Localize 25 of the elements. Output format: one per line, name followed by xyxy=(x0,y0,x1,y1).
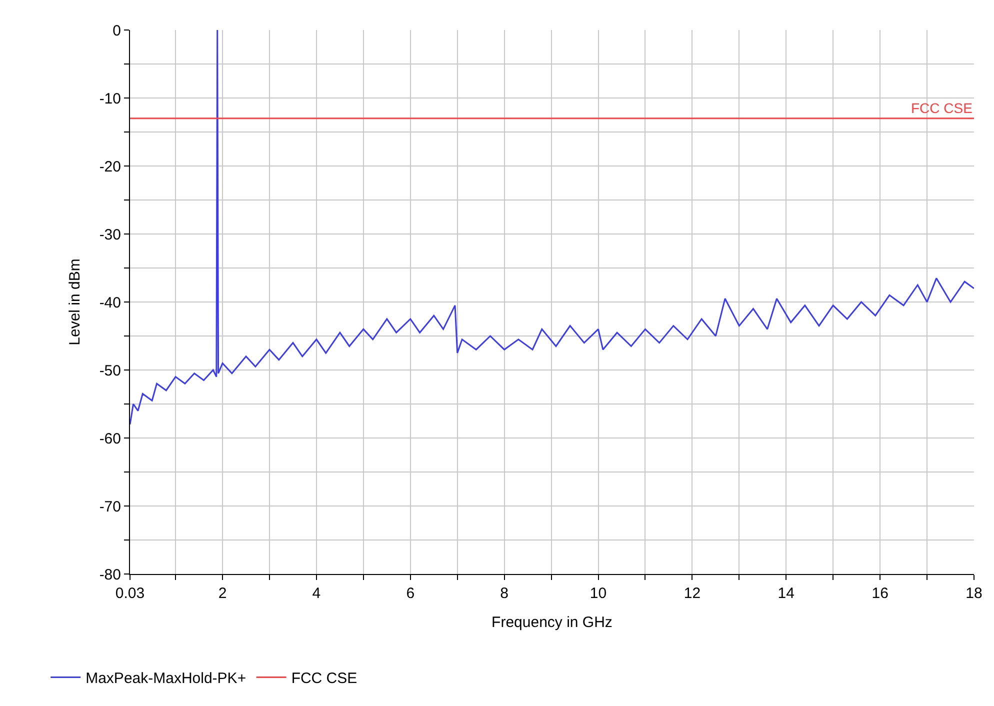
y-tick-label: -30 xyxy=(99,226,121,244)
y-axis-title: Level in dBm xyxy=(66,258,84,346)
y-tick-label: -80 xyxy=(99,566,121,584)
x-tick-label: 18 xyxy=(966,585,982,602)
y-tick-label: -50 xyxy=(99,362,121,380)
y-tick-label: 0 xyxy=(112,22,121,40)
y-tick-label: -40 xyxy=(99,294,121,312)
annotation: FCC CSE xyxy=(911,100,972,116)
line-series xyxy=(130,30,974,426)
y-tick-label: -20 xyxy=(99,158,121,176)
legend-label: FCC CSE xyxy=(291,670,358,688)
x-tick-label: 8 xyxy=(500,585,508,602)
x-tick-label: 6 xyxy=(406,585,415,602)
x-axis-title: Frequency in GHz xyxy=(492,614,612,631)
legend-label: MaxPeak-MaxHold-PK+ xyxy=(86,670,246,688)
x-tick-label: 14 xyxy=(778,585,794,602)
x-tick-label: 2 xyxy=(218,585,227,602)
y-tick-label: -10 xyxy=(99,90,121,108)
x-tick-label: 12 xyxy=(684,585,701,602)
x-tick-label: 0.03 xyxy=(115,585,145,602)
y-tick-label: -70 xyxy=(99,498,121,516)
x-tick-label: 10 xyxy=(590,585,607,602)
x-tick-label: 4 xyxy=(312,585,321,602)
x-tick-label: 16 xyxy=(872,585,888,602)
y-tick-label: -60 xyxy=(99,430,121,448)
